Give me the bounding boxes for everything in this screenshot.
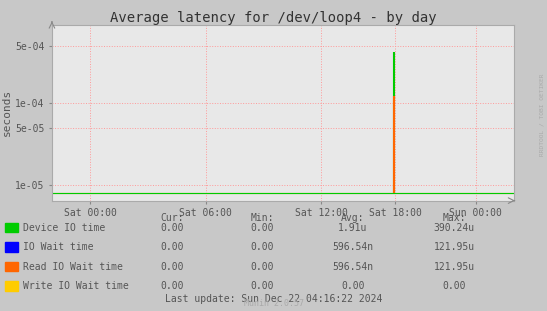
Y-axis label: seconds: seconds [2, 89, 12, 136]
Text: 121.95u: 121.95u [433, 242, 475, 252]
Text: Read IO Wait time: Read IO Wait time [23, 262, 123, 272]
Text: Max:: Max: [443, 213, 465, 223]
Text: Avg:: Avg: [341, 213, 364, 223]
Text: 596.54n: 596.54n [332, 242, 374, 252]
Text: Min:: Min: [251, 213, 274, 223]
Text: 0.00: 0.00 [251, 262, 274, 272]
Text: 0.00: 0.00 [251, 281, 274, 291]
Text: Device IO time: Device IO time [23, 223, 105, 233]
Text: Cur:: Cur: [161, 213, 184, 223]
Text: 1.91u: 1.91u [338, 223, 368, 233]
Text: 0.00: 0.00 [251, 223, 274, 233]
Text: 0.00: 0.00 [161, 242, 184, 252]
Text: IO Wait time: IO Wait time [23, 242, 94, 252]
Text: Munin 2.0.57: Munin 2.0.57 [243, 299, 304, 308]
Text: 0.00: 0.00 [251, 242, 274, 252]
Text: Write IO Wait time: Write IO Wait time [23, 281, 129, 291]
Text: 0.00: 0.00 [341, 281, 364, 291]
Text: 0.00: 0.00 [161, 223, 184, 233]
Text: 0.00: 0.00 [443, 281, 465, 291]
Text: 0.00: 0.00 [161, 262, 184, 272]
Text: 0.00: 0.00 [161, 281, 184, 291]
Text: RRDTOOL / TOBI OETIKER: RRDTOOL / TOBI OETIKER [539, 74, 544, 156]
Text: 121.95u: 121.95u [433, 262, 475, 272]
Text: 596.54n: 596.54n [332, 262, 374, 272]
Text: Average latency for /dev/loop4 - by day: Average latency for /dev/loop4 - by day [110, 11, 437, 25]
Text: Last update: Sun Dec 22 04:16:22 2024: Last update: Sun Dec 22 04:16:22 2024 [165, 294, 382, 304]
Text: 390.24u: 390.24u [433, 223, 475, 233]
